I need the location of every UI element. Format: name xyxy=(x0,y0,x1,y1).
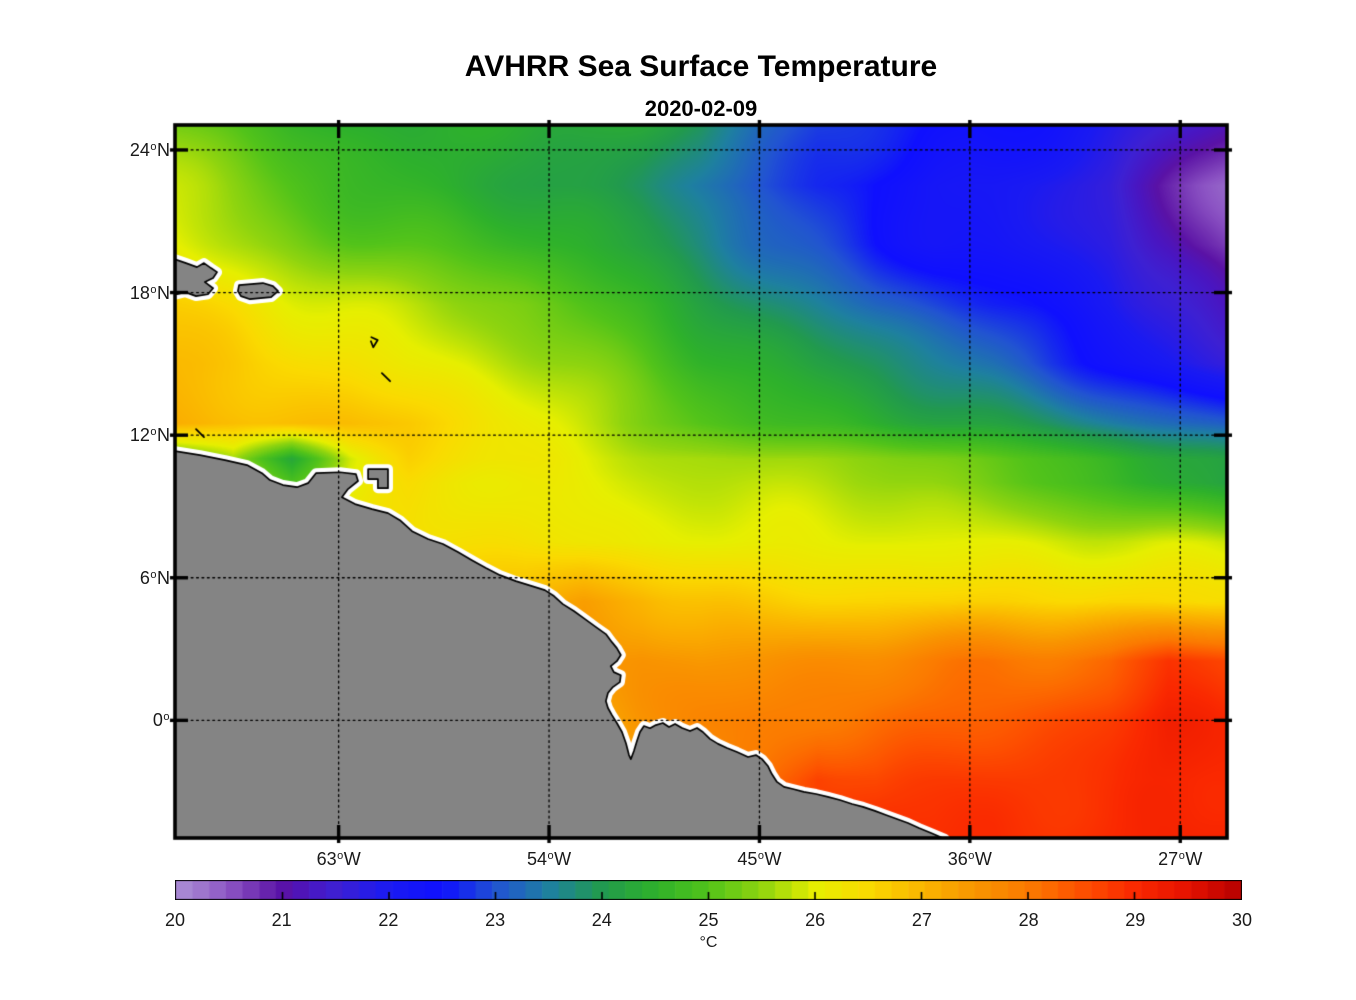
x-tick-label-27W: 27oW xyxy=(1158,849,1203,869)
y-tick-label-24N: 24oN xyxy=(129,139,170,160)
colorbar-tick-label-28: 28 xyxy=(1018,910,1039,930)
sst-map-canvas xyxy=(165,115,1237,848)
colorbar-tick-label-26: 26 xyxy=(805,910,826,930)
colorbar-tick-label-25: 25 xyxy=(698,910,719,930)
colorbar-tick-label-30: 30 xyxy=(1231,910,1253,930)
colorbar-tick-label-29: 29 xyxy=(1125,910,1146,930)
colorbar-tick-label-24: 24 xyxy=(591,910,612,930)
colorbar-tick-label-23: 23 xyxy=(485,910,506,930)
colorbar-canvas xyxy=(175,880,1242,900)
colorbar-tick-label-21: 21 xyxy=(271,910,292,930)
y-tick-label-12N: 12oN xyxy=(129,425,170,446)
y-tick-label-6N: 6oN xyxy=(139,567,170,588)
chart-title: AVHRR Sea Surface Temperature xyxy=(464,50,938,83)
y-tick-label-0: 0o xyxy=(152,710,170,731)
x-tick-label-63W: 63oW xyxy=(316,849,361,869)
colorbar-unit-label: °C xyxy=(699,934,718,951)
colorbar-tick-label-27: 27 xyxy=(911,910,932,930)
y-tick-label-18N: 18oN xyxy=(129,282,170,303)
x-tick-label-45W: 45oW xyxy=(737,849,782,869)
x-tick-label-36W: 36oW xyxy=(947,849,992,869)
x-tick-label-54W: 54oW xyxy=(526,849,572,869)
colorbar-tick-label-20: 20 xyxy=(164,910,186,930)
colorbar-tick-label-22: 22 xyxy=(378,910,399,930)
